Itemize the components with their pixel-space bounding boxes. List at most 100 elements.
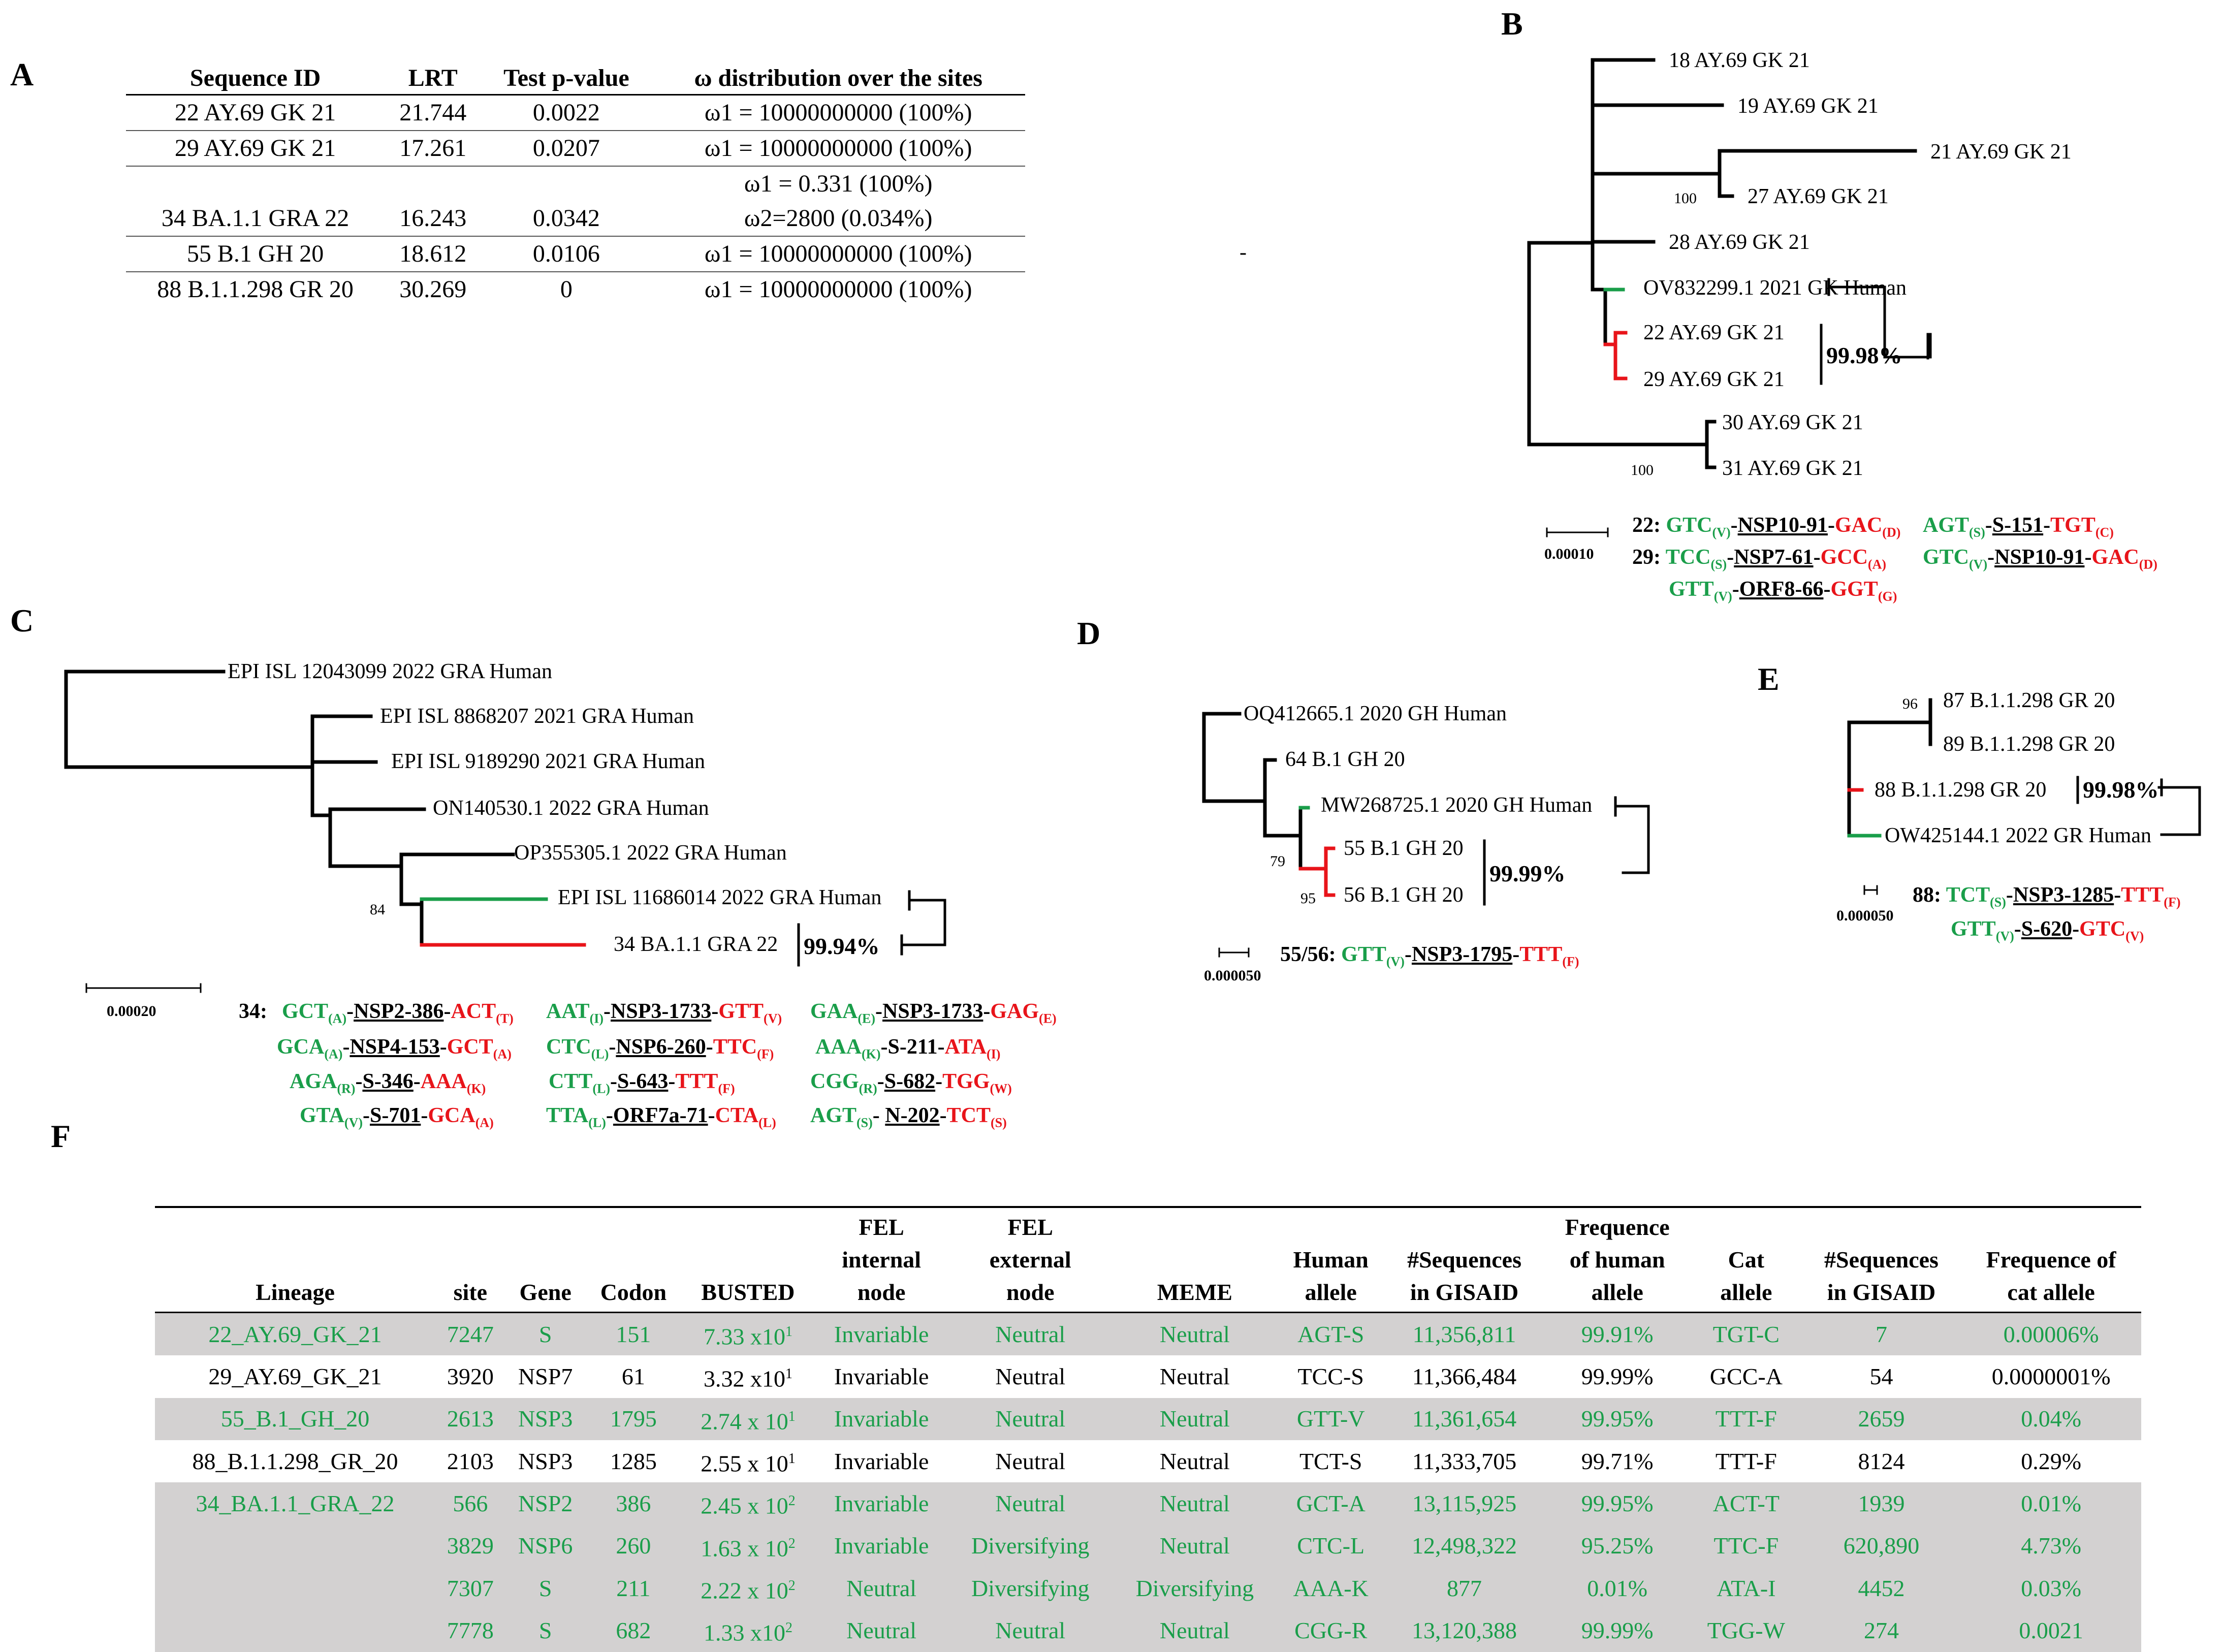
- cell: 29_AY.69_GK_21: [155, 1355, 436, 1398]
- cell: ω1 = 0.331 (100%): [744, 170, 933, 197]
- col-header: #Sequences in GISAID: [1801, 1207, 1961, 1313]
- tree-b-bracket: [1827, 278, 1932, 359]
- cell: 95.25%: [1544, 1524, 1691, 1567]
- tree-leaf: EPI ISL 12043099 2022 GRA Human: [228, 660, 552, 683]
- col-header: site: [435, 1207, 505, 1313]
- bootstrap-label: 100: [1674, 190, 1697, 207]
- scale-label: 0.000050: [1204, 967, 1261, 984]
- cell: TGT-C: [1690, 1312, 1802, 1356]
- mutation-label: AGT(S)-S-151-TGT(C): [1923, 514, 2114, 540]
- cell: GCC-A: [1690, 1355, 1802, 1398]
- cell: 3829: [435, 1524, 505, 1567]
- cell: 99.95%: [1544, 1482, 1691, 1525]
- cell: 61: [585, 1355, 682, 1398]
- cell: 1.33 x102: [681, 1609, 815, 1652]
- table-row: 29_AY.69_GK_21 3920 NSP7 61 3.32 x101 Invaria…: [155, 1355, 2141, 1398]
- tree-leaf: 64 B.1 GH 20: [1285, 748, 1405, 771]
- tree-leaf: 27 AY.69 GK 21: [1748, 185, 1889, 208]
- cell: TTT-F: [1690, 1440, 1802, 1483]
- cell: 274: [1801, 1609, 1961, 1652]
- cell: 4.73%: [1961, 1524, 2141, 1567]
- cell: 260: [585, 1524, 682, 1567]
- cell: Neutral: [814, 1567, 948, 1610]
- cell: NSP3: [505, 1440, 586, 1483]
- cell: Neutral: [1113, 1312, 1277, 1356]
- cell: Invariable: [814, 1312, 948, 1356]
- scale-label: 0.00020: [107, 1003, 156, 1020]
- panel-label-a: A: [10, 56, 34, 92]
- cell: Diversifying: [948, 1524, 1113, 1567]
- table-f: Lineage site Gene Codon BUSTED FEL internal nod…: [155, 1206, 2141, 1652]
- cell: ω1 = 10000000000 (100%): [651, 94, 1025, 131]
- cell: 29 AY.69 GK 21: [126, 131, 385, 167]
- col-header: LRT: [385, 62, 482, 96]
- col-header: Cat allele: [1690, 1207, 1802, 1313]
- tree-leaf: OQ412665.1 2020 GH Human: [1244, 702, 1507, 725]
- cell: Neutral: [948, 1355, 1113, 1398]
- tree-d-bracket: [1483, 796, 1650, 906]
- col-header: Lineage: [155, 1207, 436, 1313]
- col-header: Frequence of human allele: [1544, 1207, 1691, 1313]
- scale-label: 0.00010: [1544, 546, 1594, 562]
- cell: [155, 1567, 436, 1610]
- cell: CGG-R: [1277, 1609, 1385, 1652]
- cell: Neutral: [948, 1440, 1113, 1483]
- mutation-label: AGA(R)-S-346-AAA(K): [290, 1070, 486, 1096]
- col-header: #Sequences in GISAID: [1384, 1207, 1544, 1313]
- tree-leaf: 55 B.1 GH 20: [1344, 837, 1464, 860]
- table-row: 22_AY.69_GK_21 7247 S 151 7.33 x101 Invariabl…: [155, 1312, 2141, 1356]
- col-header: BUSTED: [681, 1207, 815, 1313]
- cell: S: [505, 1609, 586, 1652]
- table-row: 34_BA.1.1_GRA_22 566 NSP2 386 2.45 x 102 Inva…: [155, 1482, 2141, 1525]
- cell: TCT-S: [1277, 1440, 1385, 1483]
- tree-leaf: ON140530.1 2022 GRA Human: [433, 797, 709, 820]
- cell: Neutral: [1113, 1524, 1277, 1567]
- tree-leaf: EPI ISL 8868207 2021 GRA Human: [380, 705, 694, 728]
- panel-label-b: B: [1501, 6, 1523, 42]
- table-row: 7307 S 211 2.22 x 102 Neutral Diversifying Div…: [155, 1567, 2141, 1610]
- tree-leaf: MW268725.1 2020 GH Human: [1321, 793, 1592, 817]
- cell: [155, 1524, 436, 1567]
- tree-leaf: OP355305.1 2022 GRA Human: [514, 841, 787, 865]
- cell: 2613: [435, 1397, 505, 1440]
- tree-leaf: 89 B.1.1.298 GR 20: [1943, 733, 2115, 756]
- table-a: Sequence ID LRT Test p-value ω distribut…: [126, 62, 1025, 307]
- cell: TTT-F: [1690, 1397, 1802, 1440]
- cell: S: [505, 1312, 586, 1356]
- table-row: 7778 S 682 1.33 x102 Neutral Neutral Neutral CG…: [155, 1609, 2141, 1652]
- cell: Neutral: [948, 1482, 1113, 1525]
- mutation-label: GTT(V)-ORF8-66-GGT(G): [1669, 578, 1897, 604]
- tree-leaf: 29 AY.69 GK 21: [1643, 368, 1785, 391]
- cell: AGT-S: [1277, 1312, 1385, 1356]
- cell: 11,366,484: [1384, 1355, 1544, 1398]
- cell: 0.29%: [1961, 1440, 2141, 1483]
- cell: 16.243: [385, 201, 482, 237]
- bootstrap-label: 79: [1270, 853, 1285, 870]
- bootstrap-label: 95: [1300, 890, 1316, 907]
- col-header: Human allele: [1277, 1207, 1385, 1313]
- mutation-label: GTT(V)-S-620-GTC(V): [1951, 917, 2144, 944]
- tree-leaf: 19 AY.69 GK 21: [1737, 94, 1879, 118]
- cell: NSP6: [505, 1524, 586, 1567]
- identity-label: 99.98%: [2083, 777, 2159, 803]
- tree-leaf: 22 AY.69 GK 21: [1643, 321, 1785, 344]
- tree-leaf: 21 AY.69 GK 21: [1930, 140, 2072, 164]
- cell: Neutral: [948, 1609, 1113, 1652]
- cell: Invariable: [814, 1397, 948, 1440]
- cell: 211: [585, 1567, 682, 1610]
- tree-leaf: EPI ISL 9189290 2021 GRA Human: [391, 750, 705, 773]
- cell: 0: [560, 276, 573, 303]
- col-header: ω distribution over the sites: [651, 62, 1025, 96]
- cell: 34 BA.1.1 GRA 22: [126, 201, 385, 237]
- mutation-label: AGT(S)- N-202-TCT(S): [810, 1104, 1007, 1130]
- cell: 22_AY.69_GK_21: [155, 1312, 436, 1356]
- cell: 1.63 x 102: [681, 1524, 815, 1567]
- cell: Invariable: [814, 1482, 948, 1525]
- cell: 3920: [435, 1355, 505, 1398]
- panel-label-d: D: [1077, 615, 1101, 651]
- cell: 11,361,654: [1384, 1397, 1544, 1440]
- mutation-label: GAA(E)-NSP3-1733-GAG(E): [810, 1000, 1057, 1026]
- tree-leaf: 31 AY.69 GK 21: [1722, 457, 1863, 480]
- cell: TCC-S: [1277, 1355, 1385, 1398]
- cell: ACT-T: [1690, 1482, 1802, 1525]
